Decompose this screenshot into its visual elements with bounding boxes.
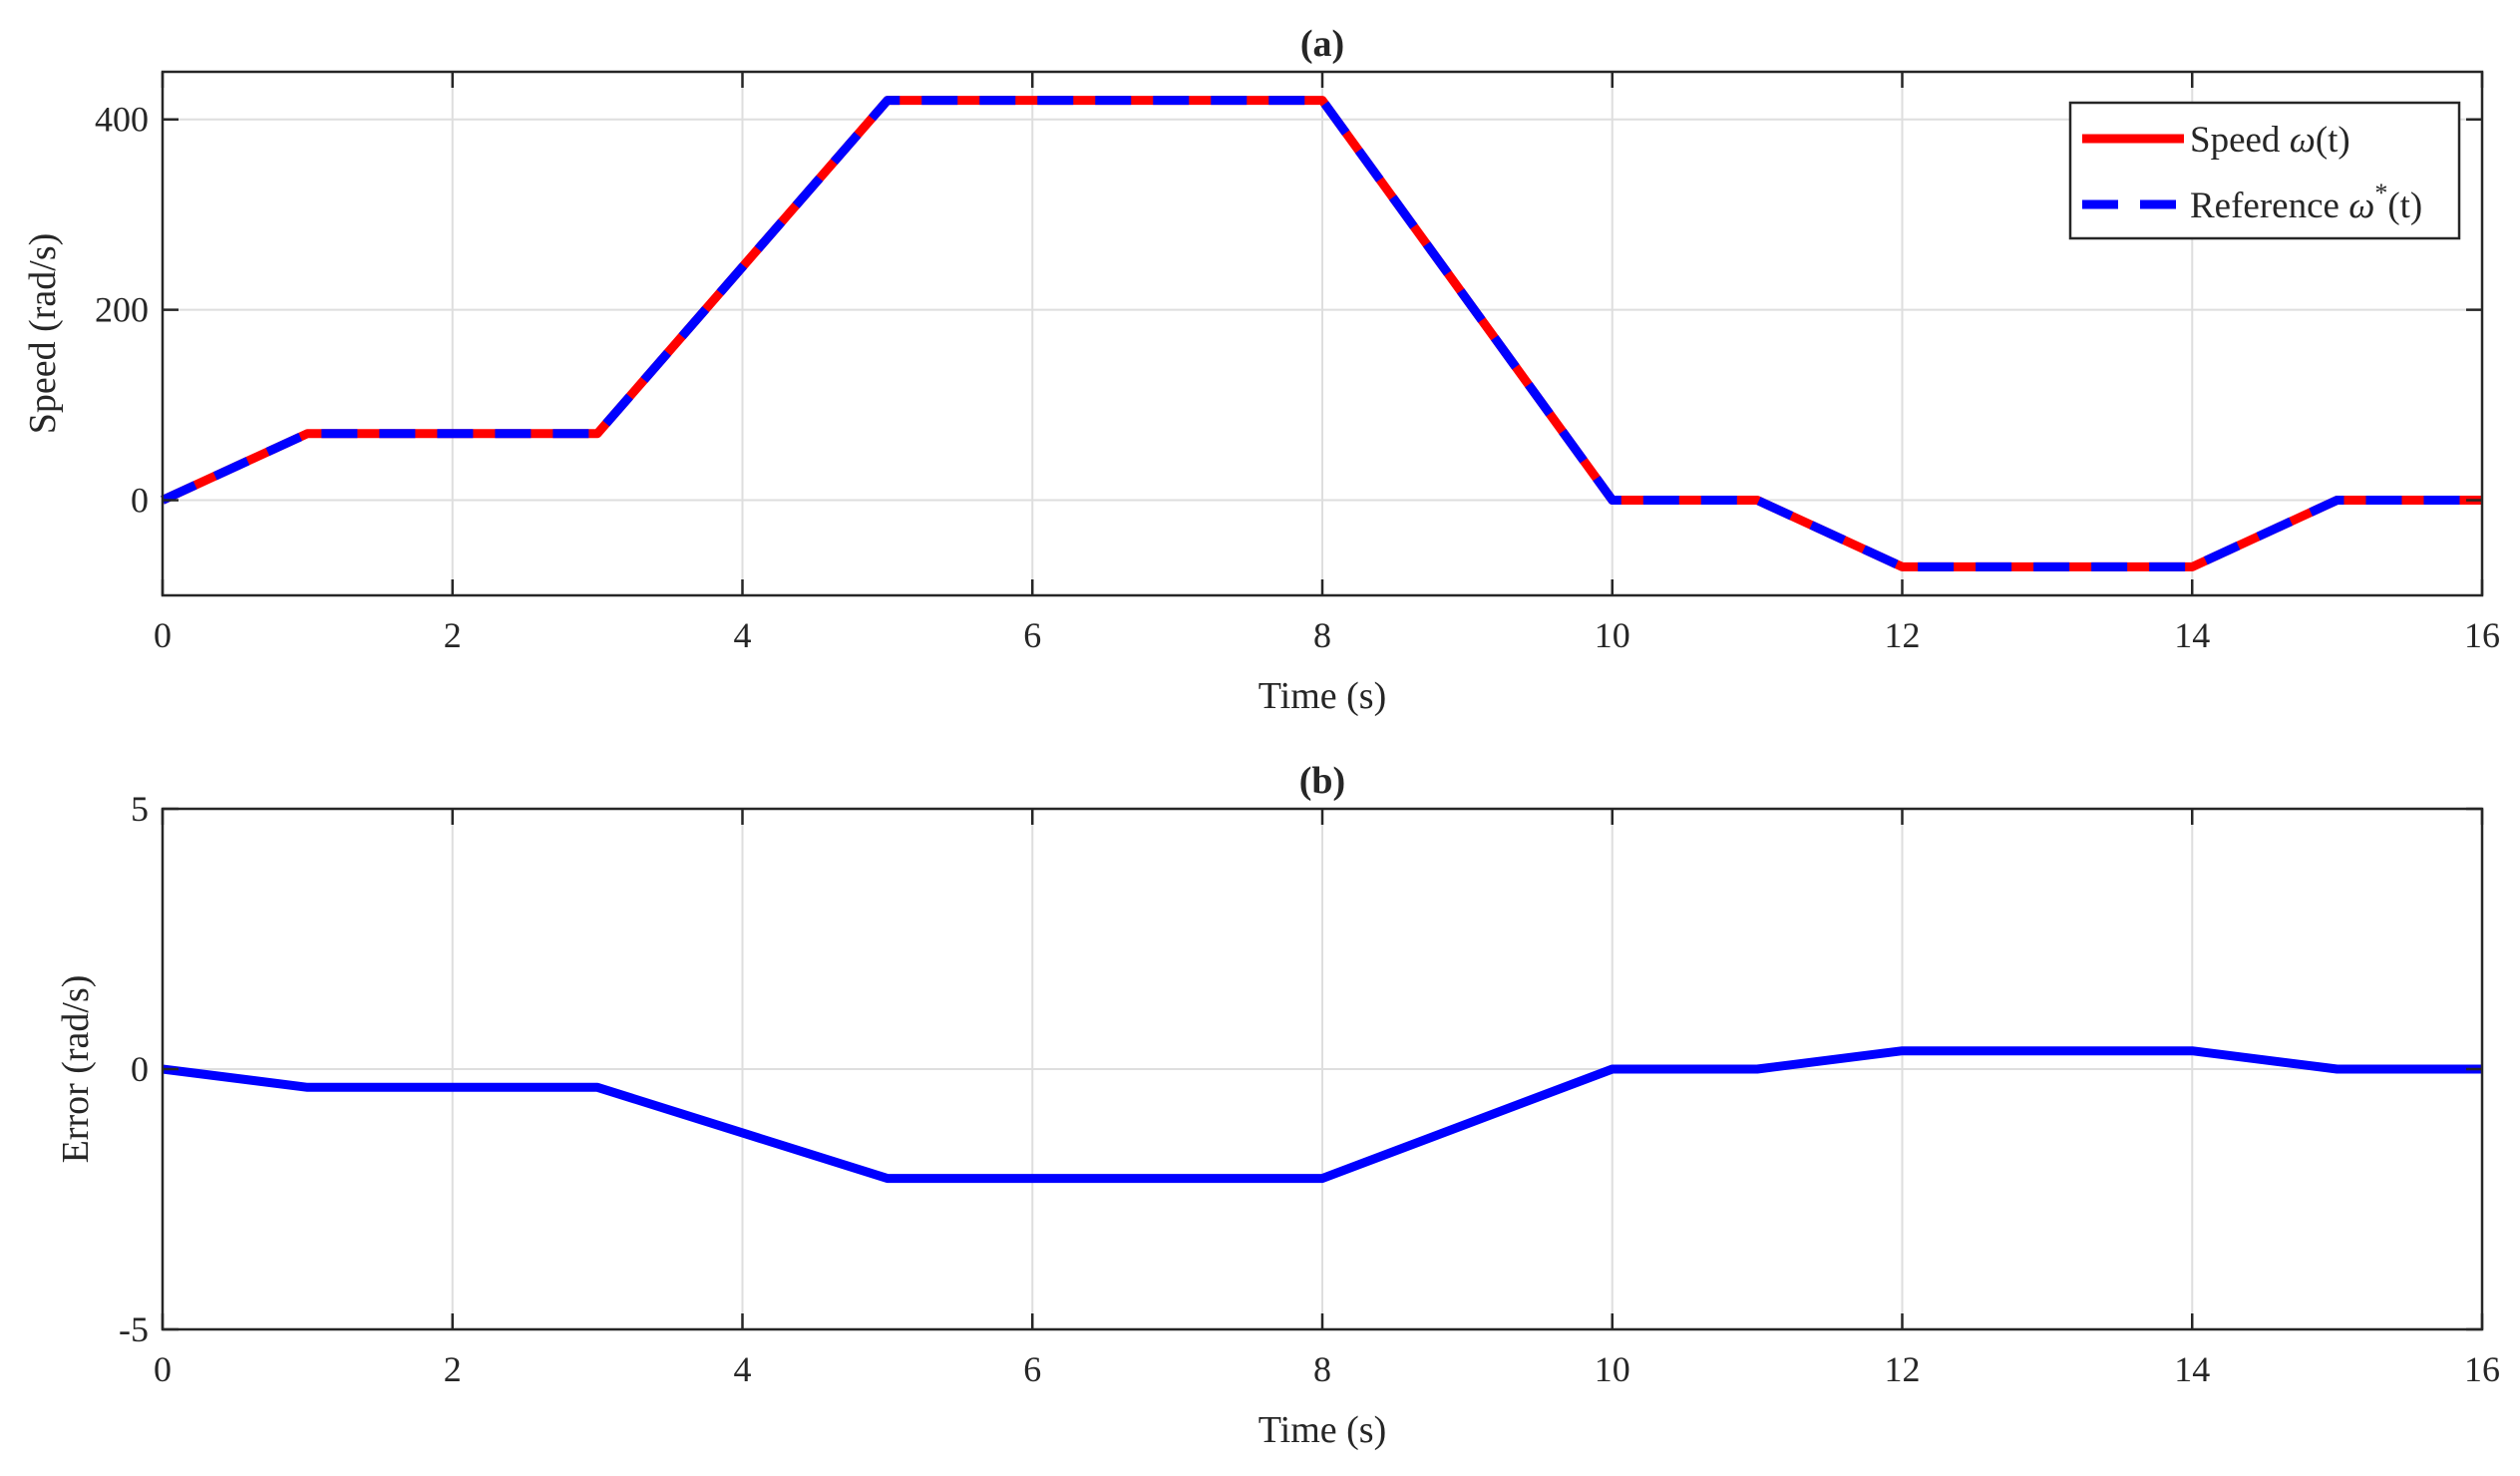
x-tick-label: 16 xyxy=(2464,1349,2500,1389)
y-tick-label: 0 xyxy=(131,1049,149,1089)
x-tick-label: 4 xyxy=(734,1349,752,1389)
legend-label-superscript: * xyxy=(2374,179,2387,207)
legend-label-symbol: ω xyxy=(2290,120,2316,161)
legend-label-prefix: Reference xyxy=(2190,185,2348,226)
legend-label-prefix: Speed xyxy=(2190,120,2290,161)
x-tick-label: 0 xyxy=(154,615,172,655)
panel-title: (b) xyxy=(1299,760,1345,802)
x-tick-label: 8 xyxy=(1313,1349,1331,1389)
x-tick-label: 16 xyxy=(2464,615,2500,655)
x-tick-label: 14 xyxy=(2174,1349,2210,1389)
x-tick-label: 2 xyxy=(444,1349,462,1389)
y-tick-label: -5 xyxy=(119,1309,149,1349)
legend-label-1: Speed ω(t) xyxy=(2190,120,2350,161)
x-axis-label: Time (s) xyxy=(1259,675,1386,717)
x-tick-label: 10 xyxy=(1595,1349,1630,1389)
x-tick-label: 6 xyxy=(1023,1349,1041,1389)
legend-label-suffix: (t) xyxy=(2316,120,2350,161)
x-axis-label: Time (s) xyxy=(1259,1409,1386,1451)
y-axis-label: Error (rad/s) xyxy=(55,975,97,1164)
y-axis-label: Speed (rad/s) xyxy=(22,233,64,435)
y-tick-label: 0 xyxy=(131,481,149,521)
y-tick-label: 5 xyxy=(131,789,149,829)
x-tick-label: 0 xyxy=(154,1349,172,1389)
y-tick-label: 200 xyxy=(95,290,149,330)
x-tick-label: 12 xyxy=(1885,615,1921,655)
legend-label-2: Reference ω*(t) xyxy=(2190,179,2422,226)
panel-b-error: 0 2 4 6 8 10 12 14 16-505(b)Time (s)Error (rad/s… xyxy=(55,760,2500,1451)
panel-title: (a) xyxy=(1300,23,1344,65)
x-tick-label: 4 xyxy=(734,615,752,655)
x-tick-label: 2 xyxy=(444,615,462,655)
panel-a-speed: 0 2 4 6 8 10 12 14 16 0 200 400 (a) Time (s) Speed (ra… xyxy=(22,23,2500,717)
x-tick-label: 14 xyxy=(2174,615,2210,655)
legend-label-suffix: (t) xyxy=(2387,185,2422,226)
x-tick-label: 10 xyxy=(1595,615,1630,655)
legend-label-symbol: ω xyxy=(2348,185,2374,226)
x-tick-label: 12 xyxy=(1885,1349,1921,1389)
x-tick-label: 8 xyxy=(1313,615,1331,655)
legend-box xyxy=(2068,101,2461,240)
series-line-2 xyxy=(161,96,2482,571)
x-tick-label: 6 xyxy=(1023,615,1041,655)
series-line-1 xyxy=(162,1046,2482,1184)
y-tick-label: 400 xyxy=(95,100,149,140)
